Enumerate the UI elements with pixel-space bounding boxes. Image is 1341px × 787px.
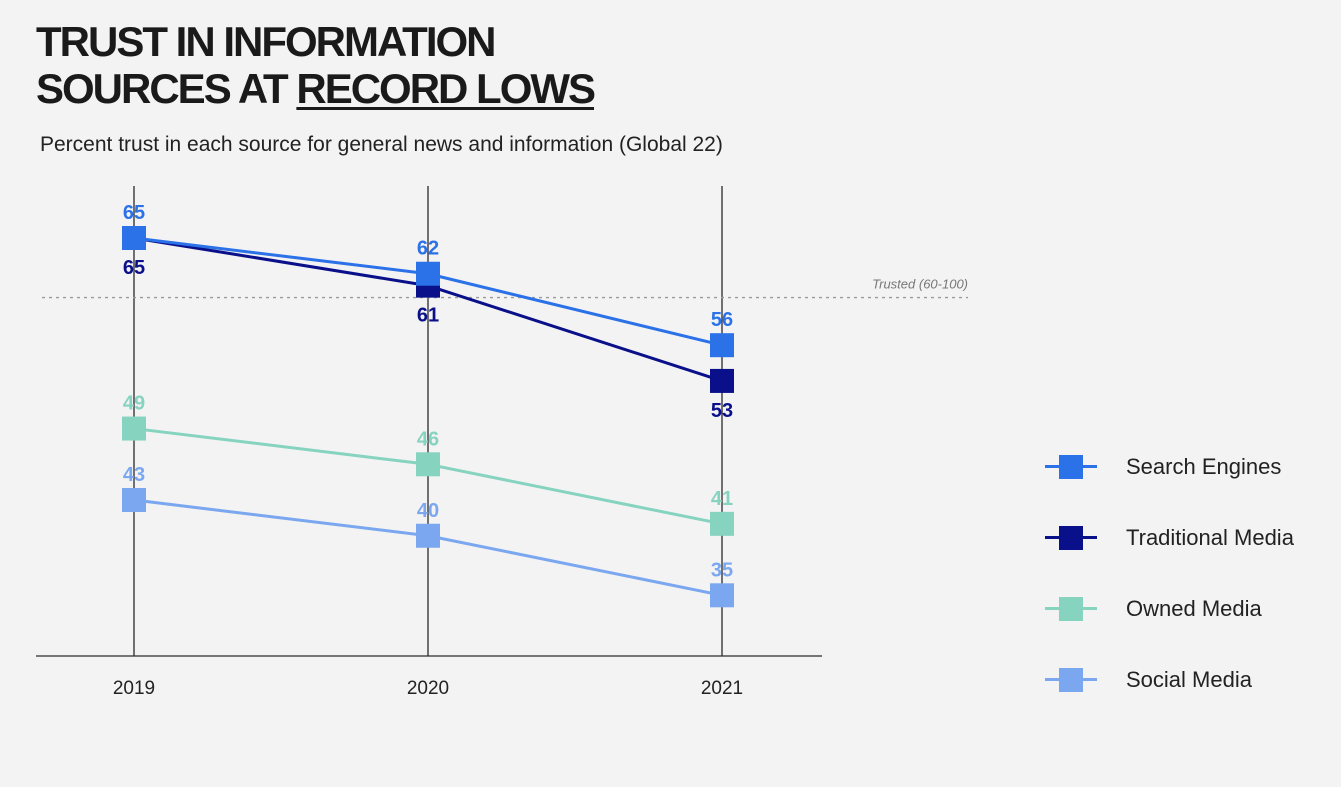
legend-swatch-marker [1059,668,1083,692]
point-search-engines-2021 [710,333,734,358]
data-label-traditional-media-2019: 65 [123,257,145,279]
x-tick-label-2019: 2019 [113,678,155,699]
title-line-1: TRUST IN INFORMATION [36,18,497,65]
data-label-traditional-media-2021: 53 [711,400,733,422]
legend-label-traditional-media: Traditional Media [1126,524,1294,550]
data-label-owned-media-2019: 49 [123,393,145,415]
legend-label-social-media: Social Media [1126,666,1252,692]
legend-swatch-marker [1059,597,1083,621]
legend: Search Engines Traditional Media Owned Med… [1045,448,1294,732]
data-label-owned-media-2020: 46 [417,428,439,450]
data-label-social-media-2020: 40 [417,500,439,522]
data-label-owned-media-2021: 41 [711,488,733,510]
chart-subtitle: Percent trust in each source for general… [40,133,723,156]
data-label-traditional-media-2020: 61 [417,305,439,327]
chart-title: TRUST IN INFORMATION SOURCES AT RECORD L… [36,18,596,112]
legend-swatch-traditional-media [1045,519,1097,556]
point-search-engines-2019 [122,226,146,250]
legend-label-owned-media: Owned Media [1126,595,1262,621]
legend-swatch-owned-media [1045,590,1097,627]
point-search-engines-2020 [416,261,440,286]
legend-label-search-engines: Search Engines [1126,453,1282,479]
point-social-media-2020 [416,523,440,548]
point-traditional-media-2021 [710,368,734,393]
x-tick-label-2020: 2020 [407,678,449,699]
legend-swatch-marker [1059,526,1083,550]
legend-swatch-social-media [1045,661,1097,698]
data-label-search-engines-2019: 65 [123,202,145,224]
trusted-threshold-label: Trusted (60-100) [872,277,968,292]
legend-swatch-marker [1059,455,1083,479]
title-line-2: SOURCES AT RECORD LOWS [36,65,596,112]
point-owned-media-2021 [710,511,734,536]
data-label-search-engines-2021: 56 [711,309,733,331]
legend-swatch-search-engines [1045,448,1097,485]
point-owned-media-2019 [122,416,146,441]
point-social-media-2019 [122,488,146,513]
point-social-media-2021 [710,583,734,608]
data-label-social-media-2019: 43 [123,464,145,486]
data-label-social-media-2021: 35 [711,559,733,581]
x-tick-label-2021: 2021 [701,678,743,699]
legend-item-search-engines: Search Engines [1045,448,1294,485]
legend-item-traditional-media: Traditional Media [1045,519,1294,556]
point-owned-media-2020 [416,452,440,477]
legend-item-social-media: Social Media [1045,661,1294,698]
data-label-search-engines-2020: 62 [417,238,439,260]
legend-item-owned-media: Owned Media [1045,590,1294,627]
title-line-2-prefix: SOURCES AT [36,65,297,112]
title-highlight: RECORD LOWS [296,65,596,112]
